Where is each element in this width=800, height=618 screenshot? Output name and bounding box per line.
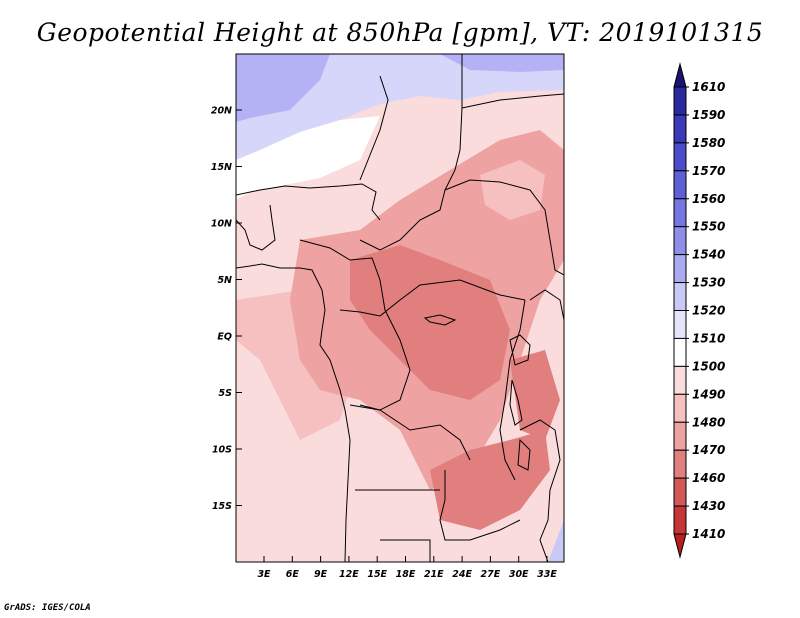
colorbar-bin bbox=[673, 170, 687, 200]
lat-tick-label: 15N bbox=[211, 162, 232, 173]
colorbar-label: 1430 bbox=[692, 499, 725, 513]
colorbar-bottom-arrow bbox=[673, 533, 687, 559]
border-line bbox=[236, 183, 381, 221]
lat-tick-label: 15S bbox=[212, 501, 232, 512]
border-line bbox=[444, 179, 564, 276]
border-line bbox=[380, 539, 431, 562]
colorbar-label: 1570 bbox=[692, 164, 725, 178]
field-southeast-blue bbox=[548, 520, 564, 562]
grads-credit: GrADS: IGES/COLA bbox=[4, 603, 91, 613]
colorbar-top-arrow bbox=[673, 62, 687, 88]
colorbar-label: 1510 bbox=[692, 331, 725, 345]
lat-tick-label: 20N bbox=[211, 106, 232, 117]
page-title: Geopotential Height at 850hPa [gpm], VT:… bbox=[36, 18, 764, 47]
border-line bbox=[339, 279, 526, 317]
colorbar-label: 1530 bbox=[692, 276, 725, 290]
lon-tick-label: 24E bbox=[452, 569, 472, 580]
field-northeast-low bbox=[440, 54, 564, 72]
field-zambia-deep bbox=[430, 430, 550, 530]
lon-tick-label: 3E bbox=[257, 569, 271, 580]
border-line bbox=[499, 299, 526, 481]
map-frame bbox=[235, 53, 565, 563]
colorbar-label: 1540 bbox=[692, 248, 725, 262]
border-line bbox=[439, 470, 521, 541]
lon-tick-label: 21E bbox=[424, 569, 444, 580]
lat-tick-label: EQ bbox=[217, 332, 232, 343]
colorbar-bin bbox=[673, 86, 687, 116]
border-line bbox=[461, 93, 564, 109]
coastline-west bbox=[236, 263, 351, 562]
latitude-axis: 20N 15N 10N 5N EQ 5S 10S 15S bbox=[211, 106, 242, 512]
lake-outline bbox=[423, 314, 457, 326]
colorbar-bin bbox=[673, 114, 687, 144]
colorbar-bin bbox=[673, 254, 687, 284]
colorbar-label: 1460 bbox=[692, 471, 725, 485]
colorbar-bin bbox=[673, 142, 687, 172]
border-line bbox=[359, 54, 463, 251]
colorbar-bin bbox=[673, 310, 687, 339]
field-southwest-pale bbox=[236, 440, 360, 562]
lon-tick-label: 33E bbox=[537, 569, 557, 580]
field-sahel-band bbox=[236, 116, 380, 200]
border-line bbox=[236, 204, 276, 251]
colorbar-label: 1500 bbox=[692, 359, 725, 373]
colorbar-bin bbox=[673, 282, 687, 311]
colorbar-label: 1470 bbox=[692, 443, 725, 457]
colorbar-bin bbox=[673, 393, 687, 423]
colorbar-label: 1560 bbox=[692, 192, 725, 206]
lake-outline bbox=[509, 334, 531, 366]
colorbar-label: 1490 bbox=[692, 387, 725, 401]
border-line bbox=[529, 289, 564, 321]
colorbar-bin bbox=[673, 505, 687, 535]
colorbar: 1610 1590 1580 1570 1560 1550 1540 1530 1520 1510… bbox=[673, 62, 725, 559]
colorbar-label: 1410 bbox=[692, 527, 725, 541]
colorbar-bin bbox=[673, 337, 687, 367]
colorbar-bin bbox=[673, 449, 687, 479]
colorbar-bin bbox=[673, 226, 687, 256]
lake-outline bbox=[517, 438, 531, 471]
lon-tick-label: 27E bbox=[481, 569, 501, 580]
field-east-deep bbox=[510, 350, 560, 440]
lon-tick-label: 15E bbox=[367, 569, 387, 580]
lon-tick-label: 9E bbox=[314, 569, 328, 580]
lat-tick-label: 5S bbox=[219, 388, 233, 399]
colorbar-bin bbox=[673, 421, 687, 451]
border-line bbox=[359, 75, 389, 181]
lon-tick-label: 18E bbox=[396, 569, 416, 580]
lon-tick-label: 30E bbox=[509, 569, 529, 580]
colorbar-label: 1610 bbox=[692, 80, 725, 94]
lat-tick-label: 5N bbox=[217, 275, 232, 286]
colorbar-label: 1590 bbox=[692, 108, 725, 122]
colorbar-bin bbox=[673, 198, 687, 228]
colorbar-label: 1580 bbox=[692, 136, 725, 150]
geopotential-field bbox=[236, 54, 564, 562]
lake-outline bbox=[509, 379, 523, 426]
lon-tick-label: 6E bbox=[286, 569, 300, 580]
colorbar-bin bbox=[673, 365, 687, 395]
longitude-axis: 3E 6E 9E 12E 15E 18E 21E 24E 27E 30E 33E bbox=[257, 556, 557, 580]
border-line bbox=[519, 419, 561, 562]
border-line bbox=[349, 404, 471, 461]
colorbar-label: 1480 bbox=[692, 415, 725, 429]
country-borders bbox=[236, 54, 564, 562]
field-northwest-low bbox=[236, 54, 330, 122]
field-sudan-light bbox=[480, 160, 545, 220]
border-line bbox=[299, 239, 386, 311]
colorbar-bin bbox=[673, 477, 687, 507]
lat-tick-label: 10S bbox=[212, 445, 232, 456]
lon-tick-label: 12E bbox=[339, 569, 359, 580]
lat-tick-label: 10N bbox=[211, 219, 232, 230]
colorbar-label: 1550 bbox=[692, 220, 725, 234]
colorbar-label: 1520 bbox=[692, 304, 725, 318]
